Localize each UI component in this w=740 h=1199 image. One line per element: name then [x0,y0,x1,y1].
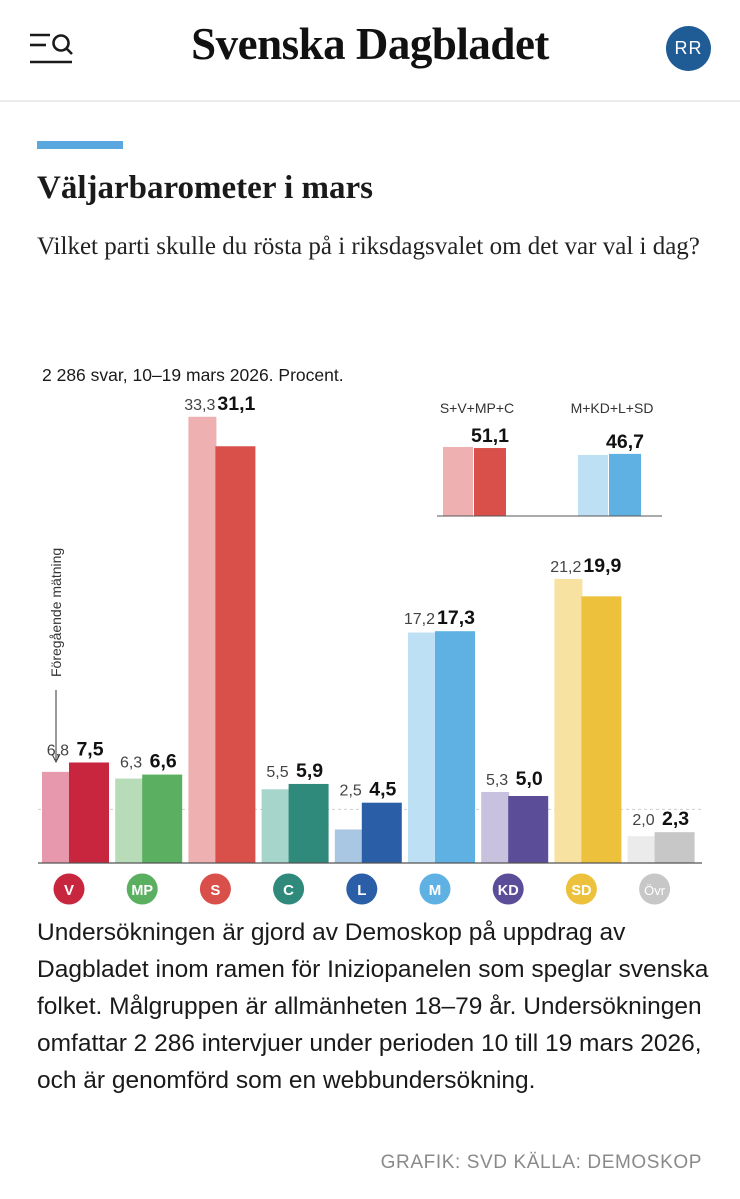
party-badge-label: MP [131,883,153,899]
party-badge-sd [565,873,597,905]
party-badge-v [53,873,85,905]
previous-value-label: 21,2 [550,559,581,576]
graphic-credit: GRAFIK: SVD KÄLLA: DEMOSKOP [380,1152,702,1173]
chart-question: Vilket parti skulle du rösta på i riksda… [37,233,700,260]
party-badge-kd [492,873,524,905]
party-badge-mp [126,873,158,905]
bloc-current-value: 51,1 [471,425,509,447]
bloc-label: M+KD+L+SD [571,400,654,416]
bloc-previous-bar [443,446,473,516]
current-value-label: 17,3 [437,607,475,629]
previous-bar-kd [481,791,510,863]
previous-measurement-arrowhead [51,753,61,764]
bloc-current-value: 46,7 [606,431,644,453]
site-logo[interactable]: Svenska Dagbladet [191,19,549,69]
current-value-label: 5,9 [296,760,323,782]
bloc-current-bar [609,453,641,516]
current-bar-mp [142,774,183,863]
current-bar-m [435,631,475,863]
previous-value-label: 2,5 [340,783,362,800]
party-badge-l [346,873,378,905]
current-bar-sd [581,596,622,863]
party-badge-label: Övr [644,883,666,898]
previous-measurement-label: Föregående mätning [48,548,64,677]
previous-bar-sd [554,578,583,863]
previous-bar-m [408,632,436,863]
current-bar-övr [654,832,695,863]
current-value-label: 7,5 [76,739,103,761]
previous-bar-s [188,416,217,863]
party-badge-övr [639,873,671,905]
current-value-label: 31,1 [217,393,255,415]
current-bar-c [288,783,329,863]
current-value-label: 4,5 [369,779,396,801]
party-badge-label: L [357,882,366,899]
previous-bar-c [261,789,290,863]
current-bar-s [215,446,256,863]
previous-value-label: 33,3 [184,397,215,414]
current-bar-kd [508,796,549,863]
section-accent-bar [37,141,123,149]
party-badge-label: V [64,882,74,899]
current-value-label: 19,9 [583,555,621,577]
chart-title: Väljarbarometer i mars [37,170,374,206]
site-header: Svenska Dagbladet RR [0,0,740,102]
previous-value-label: 17,2 [404,611,435,628]
party-badge-label: KD [498,883,519,899]
previous-bar-övr [627,836,656,863]
previous-value-label: 5,3 [486,772,508,789]
party-badge-c [273,873,305,905]
previous-value-label: 6,8 [47,743,69,760]
previous-value-label: 6,3 [120,755,142,772]
user-avatar[interactable]: RR [666,26,711,71]
chart-note: 2 286 svar, 10–19 mars 2026. Procent. [42,365,344,385]
previous-value-label: 5,5 [266,764,288,781]
current-value-label: 6,6 [150,751,177,773]
previous-bar-l [334,829,363,863]
current-value-label: 2,3 [662,808,689,830]
party-badge-label: C [283,882,294,899]
bloc-previous-bar [578,454,608,516]
party-badge-label: M [429,882,442,899]
party-badge-m [419,873,451,905]
party-badge-s [199,873,231,905]
bloc-current-bar [474,448,506,516]
previous-value-label: 2,0 [632,812,654,829]
menu-search-button[interactable] [22,26,78,70]
current-bar-l [361,802,402,863]
previous-bar-mp [115,778,144,863]
voter-barometer-chart: 2 286 svar, 10–19 mars 2026. Procent. 6,8… [38,365,702,905]
party-badge-label: SD [571,883,591,899]
bloc-label: S+V+MP+C [440,400,514,416]
current-bar-v [69,762,109,863]
current-value-label: 5,0 [516,768,543,790]
survey-description: Undersökningen är gjord av Demoskop på u… [37,919,709,1094]
previous-bar-v [42,771,70,863]
party-badge-label: S [210,882,220,899]
menu-search-icon [30,33,73,64]
